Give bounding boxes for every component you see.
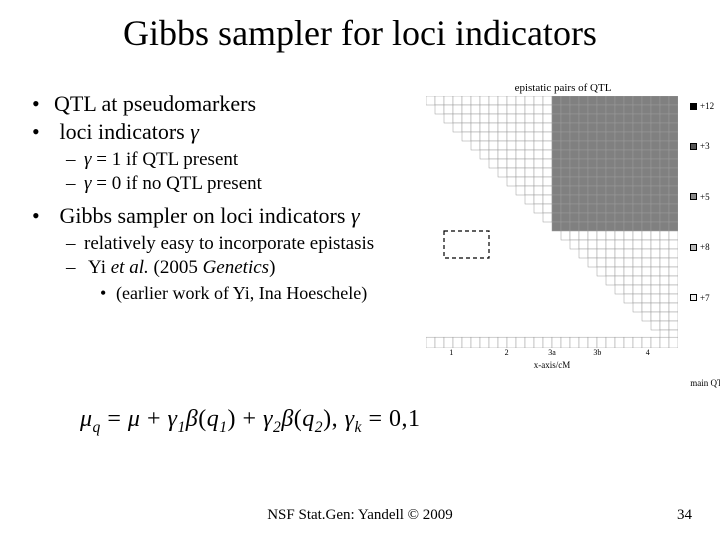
- s1-text: = 1 if QTL present: [92, 149, 239, 170]
- x-tick: 3b: [593, 348, 601, 357]
- s4e: ): [269, 257, 275, 278]
- s4b: et al.: [111, 257, 149, 278]
- legend-item: +7: [690, 293, 710, 303]
- x-tick: 1: [449, 348, 453, 357]
- equation: μq = μ + γ1β(q1) + γ2β(q2), γk = 0,1: [80, 406, 421, 437]
- main-qtl-label: main QTL: [690, 378, 720, 388]
- b3-gamma: γ: [351, 203, 360, 228]
- eq-q1s: 1: [219, 419, 227, 436]
- eq-mu: μ: [128, 406, 141, 432]
- legend-swatch: [690, 143, 697, 150]
- s4c: (2005: [149, 257, 203, 278]
- legend-item: +8: [690, 242, 710, 252]
- eq-lp2: (: [294, 406, 303, 432]
- grid-svg: [426, 96, 678, 348]
- ss1-text: (earlier work of Yi, Ina Hoeschele): [116, 283, 367, 303]
- footer-credit: NSF Stat.Gen: Yandell © 2009: [0, 507, 720, 524]
- eq-g1: γ: [167, 406, 177, 432]
- s4a: Yi: [88, 257, 111, 278]
- s2-gamma: γ: [84, 173, 92, 194]
- eq-gk: γ: [345, 406, 355, 432]
- legend-item: +3: [690, 141, 710, 151]
- eq-q2: q: [302, 406, 315, 432]
- eq-q: q: [93, 419, 101, 436]
- eq-p2: +: [236, 406, 263, 432]
- eq-eq: =: [101, 406, 128, 432]
- diagram-title: epistatic pairs of QTL: [418, 82, 708, 94]
- legend-swatch: [690, 103, 697, 110]
- eq-k: k: [355, 419, 362, 436]
- page-number: 34: [677, 507, 692, 524]
- x-tick: 3a: [548, 348, 556, 357]
- b3-pre: Gibbs sampler on loci indicators: [60, 203, 351, 228]
- eq-1: 1: [177, 419, 185, 436]
- legend-swatch: [690, 294, 697, 301]
- eq-rp1: ): [228, 406, 237, 432]
- diagram: epistatic pairs of QTL +12+3+5+8+7 1 2 3a 3…: [418, 82, 708, 392]
- eq-lp1: (: [198, 406, 207, 432]
- eq-01: = 0,1: [362, 406, 421, 432]
- slide-title: Gibbs sampler for loci indicators: [0, 0, 720, 62]
- s1-gamma: γ: [84, 149, 92, 170]
- x-tick: 2: [505, 348, 509, 357]
- eq-q1: q: [207, 406, 220, 432]
- b2-pre: loci indicators: [60, 119, 191, 144]
- gamma-symbol: γ: [190, 119, 199, 144]
- b1-text: QTL at pseudomarkers: [54, 91, 256, 116]
- eq-q2s: 2: [315, 419, 323, 436]
- legend-label: +3: [700, 141, 710, 151]
- legend-item: +12: [690, 101, 714, 111]
- grid-box: +12+3+5+8+7: [426, 96, 678, 348]
- legend-label: +12: [700, 101, 714, 111]
- eq-muq: μ: [80, 406, 93, 432]
- s4d: Genetics: [203, 257, 269, 278]
- x-axis-ticks: 1 2 3a 3b 4: [426, 348, 678, 358]
- x-tick: 4: [646, 348, 650, 357]
- legend-swatch: [690, 244, 697, 251]
- legend-swatch: [690, 193, 697, 200]
- eq-p1: +: [140, 406, 167, 432]
- eq-b2: β: [281, 406, 293, 432]
- eq-comma: ,: [332, 406, 345, 432]
- eq-g2: γ: [263, 406, 273, 432]
- legend-label: +8: [700, 242, 710, 252]
- legend-item: +5: [690, 192, 710, 202]
- s2-text: = 0 if no QTL present: [92, 173, 262, 194]
- x-axis-label: x-axis/cM: [426, 360, 678, 370]
- legend-label: +7: [700, 293, 710, 303]
- eq-b1: β: [186, 406, 198, 432]
- s3-text: relatively easy to incorporate epistasis: [84, 233, 374, 254]
- legend-label: +5: [700, 192, 710, 202]
- eq-rp2: ): [323, 406, 332, 432]
